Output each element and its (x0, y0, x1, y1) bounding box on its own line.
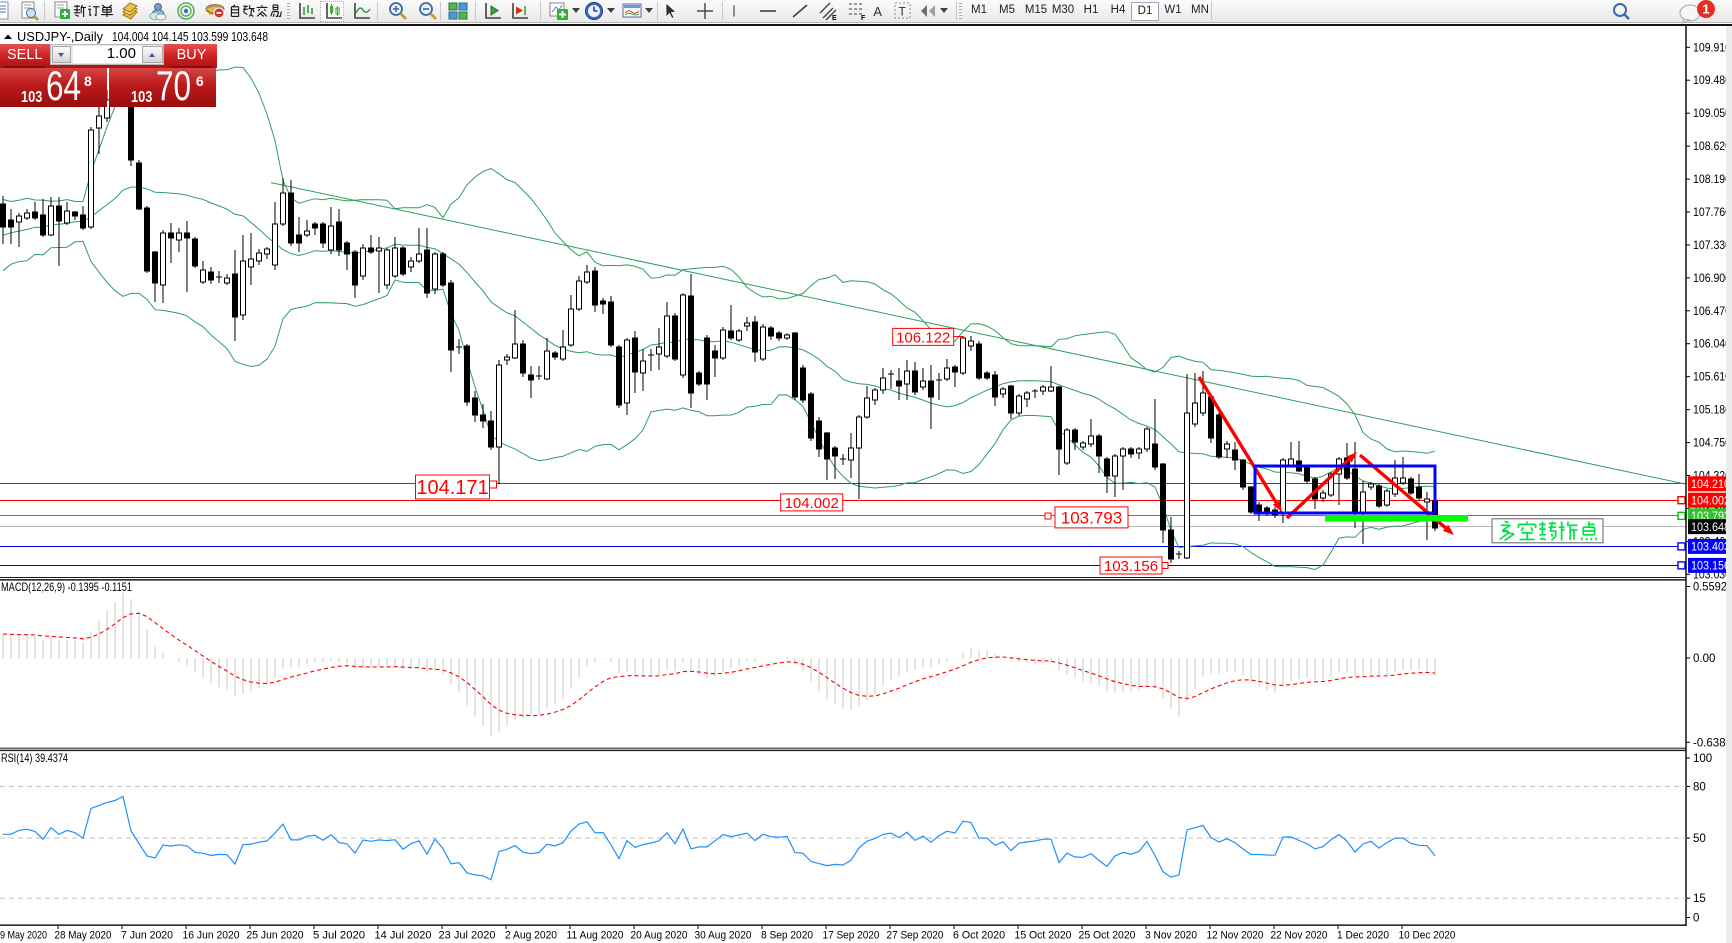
svg-text:103.403: 103.403 (1691, 540, 1730, 554)
svg-text:1 Dec 2020: 1 Dec 2020 (1337, 930, 1389, 942)
svg-text:104.210: 104.210 (1691, 477, 1730, 491)
svg-text:104.171: 104.171 (416, 477, 488, 499)
svg-text:T: T (899, 5, 907, 19)
svg-text:0: 0 (1693, 913, 1699, 925)
svg-text:106.470: 106.470 (1693, 306, 1731, 318)
svg-text:7 Jun 2020: 7 Jun 2020 (121, 930, 173, 942)
svg-text:11 Aug 2020: 11 Aug 2020 (567, 930, 624, 942)
svg-text:27 Sep 2020: 27 Sep 2020 (887, 930, 944, 942)
svg-text:105.610: 105.610 (1693, 372, 1731, 384)
svg-text:25 Oct 2020: 25 Oct 2020 (1079, 930, 1136, 942)
svg-text:23 Jul 2020: 23 Jul 2020 (439, 930, 496, 942)
svg-text:17 Sep 2020: 17 Sep 2020 (823, 930, 880, 942)
svg-text:USDJPY-,Daily: USDJPY-,Daily (17, 30, 104, 44)
svg-text:RSI(14) 39.4374: RSI(14) 39.4374 (1, 751, 68, 765)
svg-text:103.156: 103.156 (1104, 558, 1158, 575)
svg-text:28 May 2020: 28 May 2020 (55, 930, 112, 942)
svg-text:0.5592: 0.5592 (1693, 582, 1727, 594)
svg-text:104.004 104.145 103.599 103.64: 104.004 104.145 103.599 103.648 (112, 30, 268, 44)
svg-text:14 Jul 2020: 14 Jul 2020 (375, 930, 432, 942)
svg-text:109.480: 109.480 (1693, 75, 1731, 87)
svg-text:5 Jul 2020: 5 Jul 2020 (313, 930, 365, 942)
svg-text:8 Sep 2020: 8 Sep 2020 (761, 930, 813, 942)
svg-text:3 Nov 2020: 3 Nov 2020 (1145, 930, 1197, 942)
svg-text:6 Oct 2020: 6 Oct 2020 (953, 930, 1005, 942)
svg-text:107.760: 107.760 (1693, 207, 1731, 219)
svg-text:100: 100 (1693, 753, 1712, 765)
svg-text:F: F (861, 15, 866, 21)
svg-text:108.620: 108.620 (1693, 141, 1731, 153)
svg-text:2 Aug 2020: 2 Aug 2020 (505, 930, 557, 942)
svg-text:30 Aug 2020: 30 Aug 2020 (695, 930, 752, 942)
svg-text:103.648: 103.648 (1691, 520, 1730, 534)
svg-text:107.330: 107.330 (1693, 240, 1731, 252)
svg-text:106.122: 106.122 (896, 329, 950, 346)
svg-text:22 Nov 2020: 22 Nov 2020 (1271, 930, 1328, 942)
svg-text:108.190: 108.190 (1693, 174, 1731, 186)
svg-text:-0.6387: -0.6387 (1693, 737, 1732, 749)
svg-text:1: 1 (1702, 2, 1709, 17)
svg-text:106.900: 106.900 (1693, 273, 1731, 285)
svg-text:0.00: 0.00 (1693, 653, 1715, 665)
svg-text:12 Nov 2020: 12 Nov 2020 (1207, 930, 1264, 942)
svg-text:10 Dec 2020: 10 Dec 2020 (1399, 930, 1456, 942)
svg-text:104.002: 104.002 (785, 495, 839, 512)
svg-text:25 Jun 2020: 25 Jun 2020 (247, 930, 304, 942)
svg-text:16 Jun 2020: 16 Jun 2020 (183, 930, 240, 942)
svg-text:109.050: 109.050 (1693, 108, 1731, 120)
svg-text:A: A (873, 4, 882, 19)
svg-text:20 Aug 2020: 20 Aug 2020 (631, 930, 688, 942)
svg-text:50: 50 (1693, 833, 1706, 845)
svg-text:MACD(12,26,9) -0.1395 -0.1151: MACD(12,26,9) -0.1395 -0.1151 (1, 580, 132, 594)
svg-text:104.002: 104.002 (1691, 494, 1730, 508)
svg-text:104.750: 104.750 (1693, 438, 1731, 450)
svg-text:105.180: 105.180 (1693, 405, 1731, 417)
svg-text:109.910: 109.910 (1693, 42, 1731, 54)
svg-text:106.040: 106.040 (1693, 339, 1731, 351)
svg-text:E: E (832, 15, 837, 21)
svg-text:15: 15 (1693, 893, 1706, 905)
svg-text:80: 80 (1693, 781, 1706, 793)
svg-text:103.156: 103.156 (1691, 559, 1730, 573)
svg-text:15 Oct 2020: 15 Oct 2020 (1015, 930, 1072, 942)
svg-text:9 May 2020: 9 May 2020 (0, 930, 47, 942)
svg-text:103.793: 103.793 (1061, 509, 1122, 528)
